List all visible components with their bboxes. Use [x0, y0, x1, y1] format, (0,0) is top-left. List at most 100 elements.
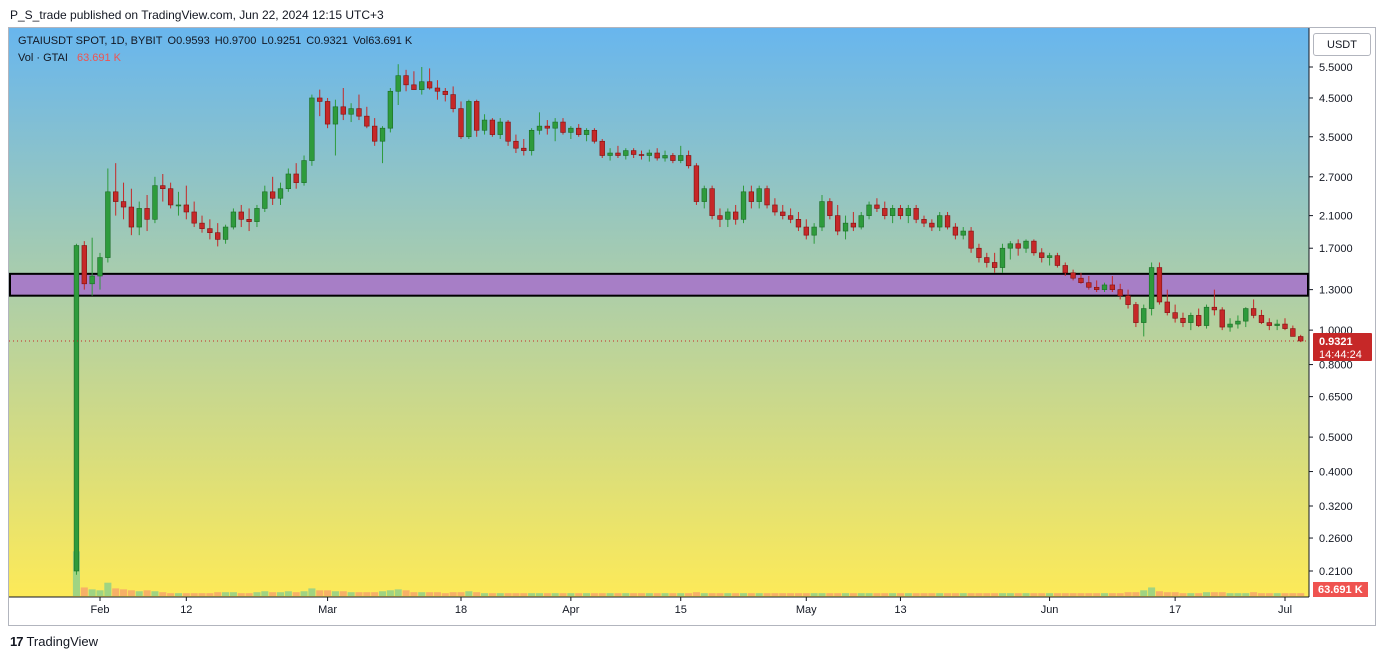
candle-body	[1188, 315, 1194, 323]
volume-bar	[1187, 593, 1195, 596]
candle-body	[944, 215, 951, 228]
candle-body	[1258, 315, 1265, 323]
candle-body	[277, 188, 284, 199]
volume-bar	[1281, 593, 1289, 596]
volume-bar	[182, 593, 190, 596]
volume-bar	[386, 590, 394, 596]
candle-body	[811, 226, 817, 236]
volume-bar	[465, 591, 473, 596]
volume-bar	[324, 590, 332, 596]
volume-bar	[1085, 593, 1093, 596]
candle-body	[1148, 267, 1155, 309]
candle-body	[348, 108, 354, 115]
candle-body	[285, 173, 291, 189]
volume-bar	[80, 587, 88, 596]
candle-body	[670, 155, 676, 161]
candle-body	[709, 188, 715, 216]
volume-bar	[630, 593, 638, 596]
y-tick-label: 0.8000	[1319, 360, 1353, 372]
volume-bar	[237, 593, 245, 596]
volume-legend: Vol · GTAI 63.691 K	[18, 52, 121, 64]
last-price-tag	[1313, 332, 1372, 361]
candle-body	[301, 160, 307, 183]
y-tick-label: 2.1000	[1319, 211, 1353, 223]
volume-bar	[637, 593, 646, 596]
candle-body	[411, 84, 417, 90]
volume-bar	[1265, 593, 1273, 596]
volume-bar	[779, 593, 787, 596]
volume-bar	[1069, 593, 1077, 596]
x-tick-label: 18	[455, 604, 467, 616]
candle-body	[780, 211, 786, 216]
volume-bar	[481, 593, 489, 596]
candle-body	[513, 140, 519, 149]
candle-body	[623, 150, 629, 156]
candle-body	[113, 191, 119, 202]
x-tick-label: May	[796, 604, 817, 616]
candle-body	[89, 275, 95, 285]
tradingview-brand: TradingView	[26, 634, 99, 649]
volume-bar	[771, 593, 779, 596]
candle-body	[685, 155, 692, 167]
candle-body	[748, 191, 755, 202]
candle-body	[591, 129, 598, 142]
volume-bar	[881, 593, 889, 596]
candle-body	[921, 219, 927, 224]
volume-bar	[347, 592, 355, 596]
volume-bar	[598, 593, 606, 596]
volume-bar	[857, 593, 865, 596]
volume-bar	[849, 593, 857, 596]
y-tick-label: 0.2100	[1319, 566, 1353, 578]
candle-body	[630, 150, 637, 155]
candle-body	[717, 215, 723, 220]
volume-bar	[504, 593, 512, 596]
candle-body	[756, 188, 762, 202]
candle-body	[222, 226, 229, 240]
candle-body	[1298, 336, 1304, 342]
volume-bar	[700, 593, 708, 596]
volume-bar	[1100, 593, 1109, 596]
candle-body	[646, 152, 652, 156]
volume-bar	[787, 593, 795, 596]
volume-bar	[112, 588, 120, 596]
volume-bar	[606, 593, 614, 596]
volume-bar	[575, 593, 583, 596]
volume-bar	[1046, 593, 1054, 596]
candle-body	[395, 75, 401, 92]
candle-body	[740, 191, 747, 220]
volume-bar	[198, 593, 206, 596]
volume-bar	[104, 582, 112, 596]
volume-bar	[551, 593, 559, 596]
candle-body	[474, 101, 480, 131]
volume-bar	[865, 593, 873, 596]
volume-bar	[1273, 593, 1281, 596]
volume-bar	[1202, 592, 1211, 596]
volume-bar	[1297, 593, 1305, 596]
candle-body	[842, 222, 849, 232]
volume-bar	[724, 593, 732, 596]
volume-bar	[794, 593, 802, 596]
candle-body	[160, 185, 166, 189]
y-tick-label: 0.5000	[1319, 432, 1353, 444]
candle-body	[568, 127, 574, 133]
volume-bar	[936, 593, 944, 596]
volume-bar	[1140, 590, 1148, 596]
volume-bar	[692, 592, 700, 596]
candle-body	[1266, 322, 1272, 326]
candle-body	[1039, 252, 1045, 258]
candle-body	[897, 208, 904, 216]
candle-body	[1023, 240, 1029, 249]
x-tick-label: Mar	[318, 604, 337, 616]
candle-body	[795, 219, 802, 228]
volume-bar	[339, 591, 347, 596]
volume-bar	[622, 593, 630, 596]
currency-button[interactable]: USDT	[1313, 33, 1371, 56]
candle-body	[466, 101, 472, 138]
x-tick-label: 13	[894, 604, 906, 616]
y-tick-label: 3.5000	[1319, 132, 1353, 144]
y-tick-label: 0.3200	[1319, 501, 1353, 513]
candle-body	[364, 115, 370, 127]
volume-tag-label: 63.691 K	[1318, 584, 1363, 596]
volume-legend-label: Vol · GTAI	[18, 52, 68, 64]
